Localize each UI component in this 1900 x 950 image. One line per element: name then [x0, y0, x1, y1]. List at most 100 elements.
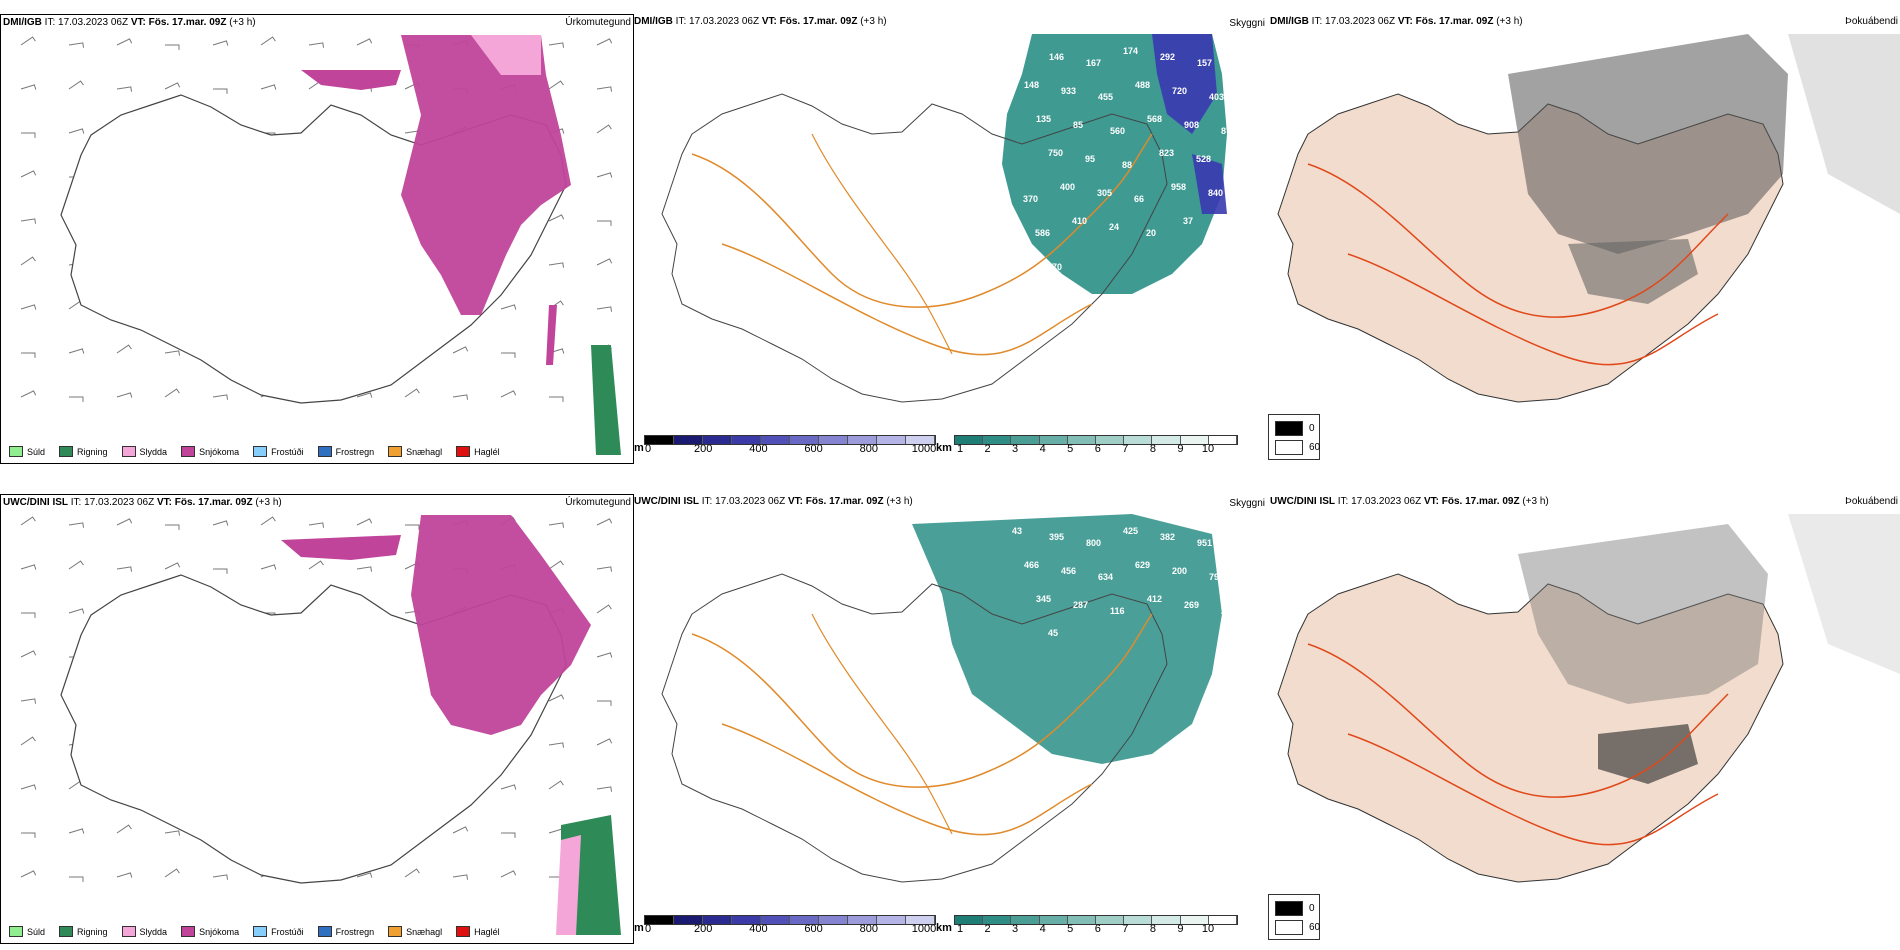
- wind-barb: [213, 88, 228, 94]
- colorbar-tick: 6: [1094, 443, 1101, 455]
- visibility-label: 37: [1183, 216, 1193, 226]
- legend-label: Rigning: [77, 446, 108, 457]
- legend-label: Frostúði: [271, 446, 304, 457]
- visibility-label: 799: [1209, 572, 1224, 582]
- iceland-land: [1277, 573, 1784, 883]
- wind-barb: [549, 396, 564, 402]
- legend-item: Súld: [9, 926, 45, 937]
- wind-barb: [596, 518, 613, 526]
- legend-label: Frostregn: [335, 926, 375, 937]
- visibility-labels: 378 146 167 174 292 157 148 933 455 488 720 403 135 8…: [1012, 46, 1236, 272]
- visibility-label: 560: [1110, 126, 1125, 136]
- wind-barb: [548, 80, 564, 90]
- colorbar-strip: [954, 915, 1238, 925]
- visibility-label: 586: [1035, 228, 1050, 238]
- colorbar-tick: 7: [1122, 443, 1129, 455]
- snow-area-west: [281, 535, 401, 560]
- colorbar-visibility-km: km 1 2 3 4 5 6 7 8 9 10: [936, 915, 1238, 935]
- legend-item: Snjókoma: [181, 926, 239, 937]
- colorbar-tick: 3: [1012, 443, 1019, 455]
- colorbar-visibility-km: km 1 2 3 4 5 6 7 8 9 10: [936, 435, 1238, 455]
- legend-swatch: [253, 926, 268, 937]
- snow-area-south: [546, 305, 557, 365]
- visibility-label: 455: [1098, 92, 1113, 102]
- panel-title: DMI/IGB IT: 17.03.2023 06Z VT: Fös. 17.m…: [1270, 16, 1523, 27]
- legend-swatch: [181, 926, 196, 937]
- very-low-visibility-area: [1152, 34, 1217, 134]
- wind-barb: [164, 388, 180, 398]
- precip-type-panel-top: DMI/IGB IT: 17.03.2023 06Z VT: Fös. 17.m…: [0, 14, 634, 464]
- wind-barb: [260, 84, 277, 90]
- wind-barb: [20, 84, 37, 90]
- colorbar-unit: m: [634, 442, 644, 454]
- wind-barb: [548, 694, 565, 702]
- wind-barb: [20, 36, 36, 46]
- wind-barb: [500, 304, 517, 310]
- swatch-dark: [1275, 901, 1303, 916]
- legend-label: Frostregn: [335, 446, 375, 457]
- visibility-label: 877: [1221, 126, 1236, 136]
- wind-barb: [68, 80, 84, 90]
- wind-barb: [164, 868, 180, 878]
- wind-barb: [69, 876, 84, 882]
- wind-barb: [501, 832, 516, 838]
- iceland-outline: [661, 573, 1168, 883]
- visibility-label: 167: [1086, 58, 1101, 68]
- legend-item: Snjókoma: [181, 446, 239, 457]
- wind-barb: [69, 396, 84, 402]
- visibility-label: 908: [1184, 120, 1199, 130]
- fog-area-south: [1568, 239, 1698, 304]
- legend-swatch: [121, 446, 136, 457]
- wind-barb: [500, 784, 517, 790]
- wind-barb: [356, 392, 373, 398]
- wind-barb: [212, 394, 228, 400]
- fog-area: [1508, 34, 1788, 254]
- visibility-label: 43: [1012, 526, 1022, 536]
- panel-parameter-label: Úrkomutegund: [565, 17, 631, 28]
- snow-area: [411, 515, 591, 735]
- visibility-panel-bottom: 43 395 800 425 382 951 466 456 634 629 200 799 345 28…: [632, 494, 1320, 942]
- precip-map-bottom: [20, 515, 621, 935]
- colorbar-tick: 1000: [911, 923, 937, 935]
- colorbar-strip: [954, 435, 1238, 445]
- legend-item: Frostregn: [317, 926, 375, 937]
- colorbar-strip: [644, 435, 936, 445]
- precip-map-top: [20, 35, 621, 455]
- panel-title: UWC/DINI ISL IT: 17.03.2023 06Z VT: Fös.…: [1270, 496, 1549, 507]
- visibility-label: 395: [1049, 532, 1064, 542]
- wind-barb: [164, 830, 180, 836]
- legend-item: Frostúði: [253, 446, 304, 457]
- precip-legend: Súld Rigning Slydda Snjókoma Frostúði Frostre…: [9, 926, 500, 937]
- precip-type-panel-bottom: UWC/DINI ISL IT: 17.03.2023 06Z VT: Fös.…: [0, 494, 634, 944]
- swatch-light: [1275, 920, 1303, 935]
- wind-barb: [116, 824, 132, 834]
- visibility-label: 410: [1072, 216, 1087, 226]
- fog-area-south: [1598, 724, 1698, 784]
- wind-barb: [164, 562, 181, 570]
- visibility-label: 157: [1197, 58, 1212, 68]
- colorbar-tick: 6: [1094, 923, 1101, 935]
- legend-item: Slydda: [121, 446, 167, 457]
- colorbar-tick: 600: [804, 923, 823, 935]
- wind-barb: [356, 38, 373, 46]
- wind-barb: [596, 86, 612, 92]
- wind-barb: [548, 742, 564, 748]
- colorbar-tick: 5: [1067, 923, 1074, 935]
- wind-barb: [548, 780, 564, 790]
- wind-barb: [20, 304, 37, 310]
- visibility-label: 403: [1209, 92, 1224, 102]
- visibility-label: 148: [1024, 80, 1039, 90]
- wind-barb: [308, 42, 324, 48]
- legend-swatch: [253, 446, 268, 457]
- panel-parameter-label: Þokuábendi: [1845, 16, 1898, 27]
- colorbar-tick: 9: [1177, 443, 1184, 455]
- wind-barb: [68, 608, 85, 614]
- wind-barb: [212, 40, 229, 46]
- colorbar-tick: 0: [644, 443, 652, 455]
- legend-swatch: [59, 446, 74, 457]
- wind-barb: [596, 258, 613, 266]
- wind-barb: [597, 220, 612, 226]
- visibility-label: 951: [1197, 538, 1212, 548]
- wind-barb: [20, 784, 37, 790]
- wind-barb: [452, 826, 469, 834]
